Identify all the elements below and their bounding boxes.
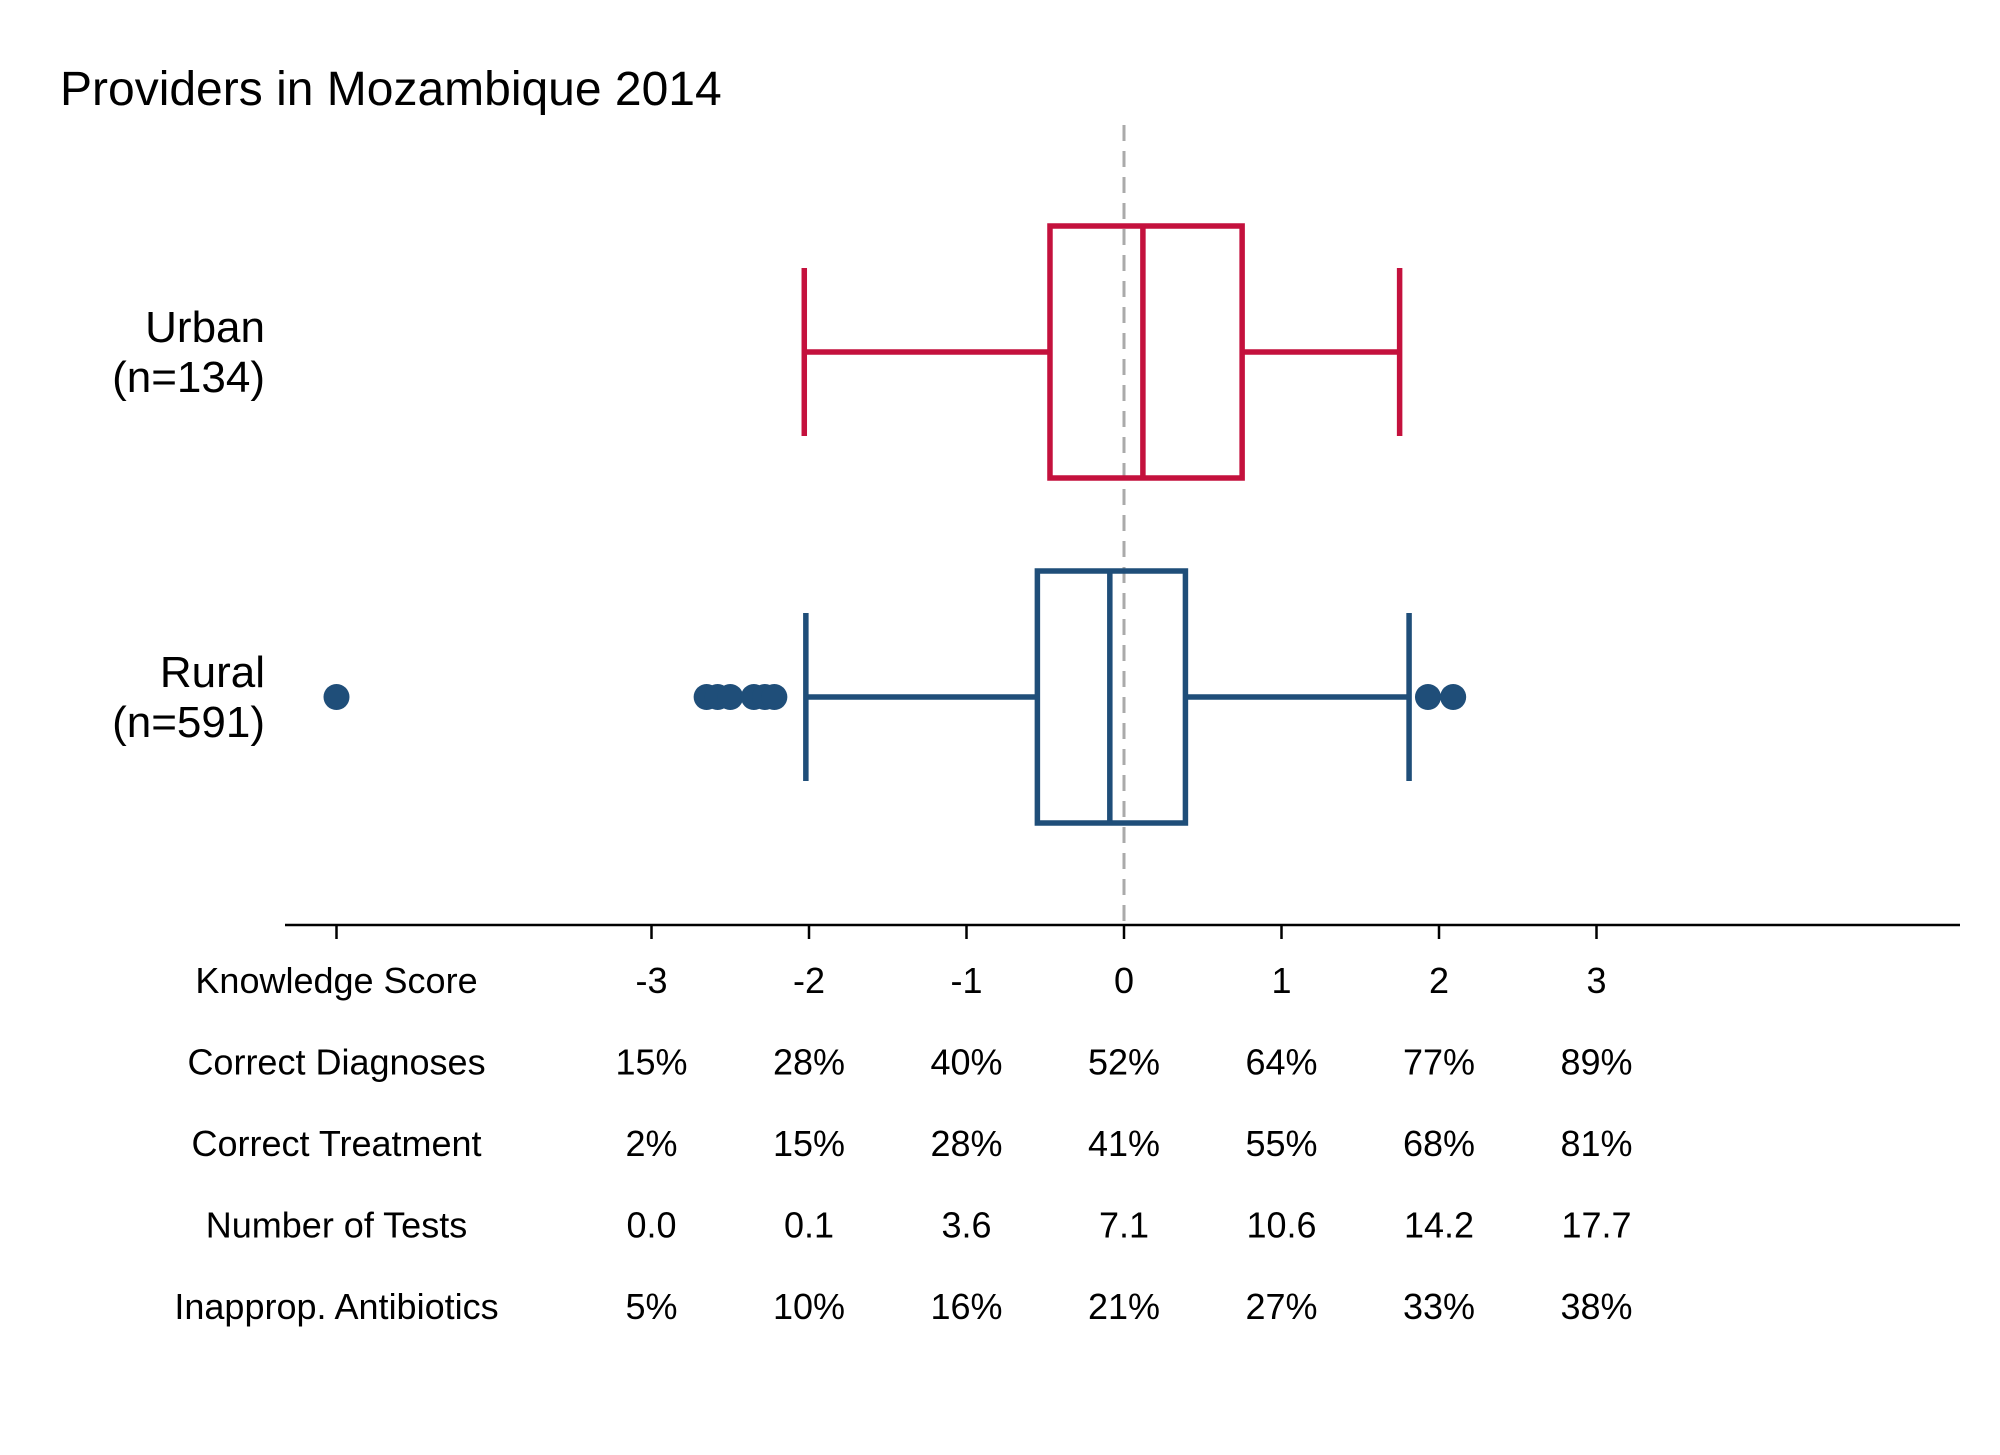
- table-cell: 28%: [930, 1123, 1002, 1164]
- table-row-label: Inapprop. Antibiotics: [174, 1286, 498, 1327]
- table-cell: 10%: [773, 1286, 845, 1327]
- iqr-box: [1047, 223, 1245, 481]
- table-cell: 21%: [1088, 1286, 1160, 1327]
- group-label-line1: Urban: [145, 303, 265, 352]
- table-row-label: Knowledge Score: [195, 960, 477, 1001]
- table-cell: 7.1: [1099, 1205, 1149, 1246]
- table-cell: 81%: [1560, 1123, 1632, 1164]
- table-cell: -2: [793, 960, 825, 1001]
- outlier-point: [717, 684, 744, 710]
- box-group-1: Rural(n=591): [112, 568, 1467, 826]
- table-cell: 89%: [1560, 1042, 1632, 1083]
- table-row: Correct Treatment 2% 15% 28% 41% 55% 68% 81%: [191, 1123, 1632, 1164]
- table-cell: 0.0: [626, 1205, 676, 1246]
- table-cell: 2%: [625, 1123, 677, 1164]
- outlier-point: [323, 684, 350, 710]
- table-cell: 55%: [1245, 1123, 1317, 1164]
- table-cell: 64%: [1245, 1042, 1317, 1083]
- table-cell: 10.6: [1246, 1205, 1316, 1246]
- table-cell: 14.2: [1404, 1205, 1474, 1246]
- table-row: Correct Diagnoses 15% 28% 40% 52% 64% 77% 89%: [187, 1042, 1632, 1083]
- group-label-line1: Rural: [160, 648, 265, 697]
- outlier-point: [1440, 684, 1467, 710]
- table-cell: 3.6: [941, 1205, 991, 1246]
- box-group-0: Urban(n=134): [112, 223, 1403, 481]
- chart-title: Providers in Mozambique 2014: [60, 63, 722, 116]
- table-cell: 40%: [930, 1042, 1002, 1083]
- table-row: Number of Tests 0.0 0.1 3.6 7.1 10.6 14.2 17.7: [206, 1205, 1632, 1246]
- table-cell: 17.7: [1561, 1205, 1631, 1246]
- table-cell: 5%: [625, 1286, 677, 1327]
- table-cell: 77%: [1403, 1042, 1475, 1083]
- table-cell: 1: [1271, 960, 1291, 1001]
- table-cell: 68%: [1403, 1123, 1475, 1164]
- group-label-line2: (n=134): [112, 353, 265, 402]
- table-cell: 41%: [1088, 1123, 1160, 1164]
- table-cell: 28%: [773, 1042, 845, 1083]
- table-cell: 15%: [773, 1123, 845, 1164]
- table-row-label: Number of Tests: [206, 1205, 467, 1246]
- table-cell: 2: [1429, 960, 1449, 1001]
- outlier-point: [1414, 684, 1441, 710]
- x-axis-ticks: [335, 925, 1598, 939]
- table-cell: 27%: [1245, 1286, 1317, 1327]
- table-cell: 33%: [1403, 1286, 1475, 1327]
- table-cell: -1: [950, 960, 982, 1001]
- table-cell: 0.1: [784, 1205, 834, 1246]
- table-cell: 16%: [930, 1286, 1002, 1327]
- table-row-label: Correct Treatment: [191, 1123, 481, 1164]
- table-cell: 15%: [615, 1042, 687, 1083]
- table-cell: 3: [1586, 960, 1606, 1001]
- table-cell: -3: [635, 960, 667, 1001]
- table-row: Inapprop. Antibiotics 5% 10% 16% 21% 27% 33% 38…: [174, 1286, 1632, 1327]
- group-label-line2: (n=591): [112, 698, 265, 747]
- table-cell: 52%: [1088, 1042, 1160, 1083]
- axis-table: Knowledge Score -3 -2 -1 0 1 2 3 Correct Diagnos…: [174, 960, 1632, 1327]
- table-cell: 0: [1114, 960, 1134, 1001]
- outlier-point: [761, 684, 788, 710]
- table-row-label: Correct Diagnoses: [187, 1042, 485, 1083]
- table-row: Knowledge Score -3 -2 -1 0 1 2 3: [195, 960, 1606, 1001]
- table-cell: 38%: [1560, 1286, 1632, 1327]
- box-groups: Urban(n=134) Rural(n=591): [112, 223, 1467, 826]
